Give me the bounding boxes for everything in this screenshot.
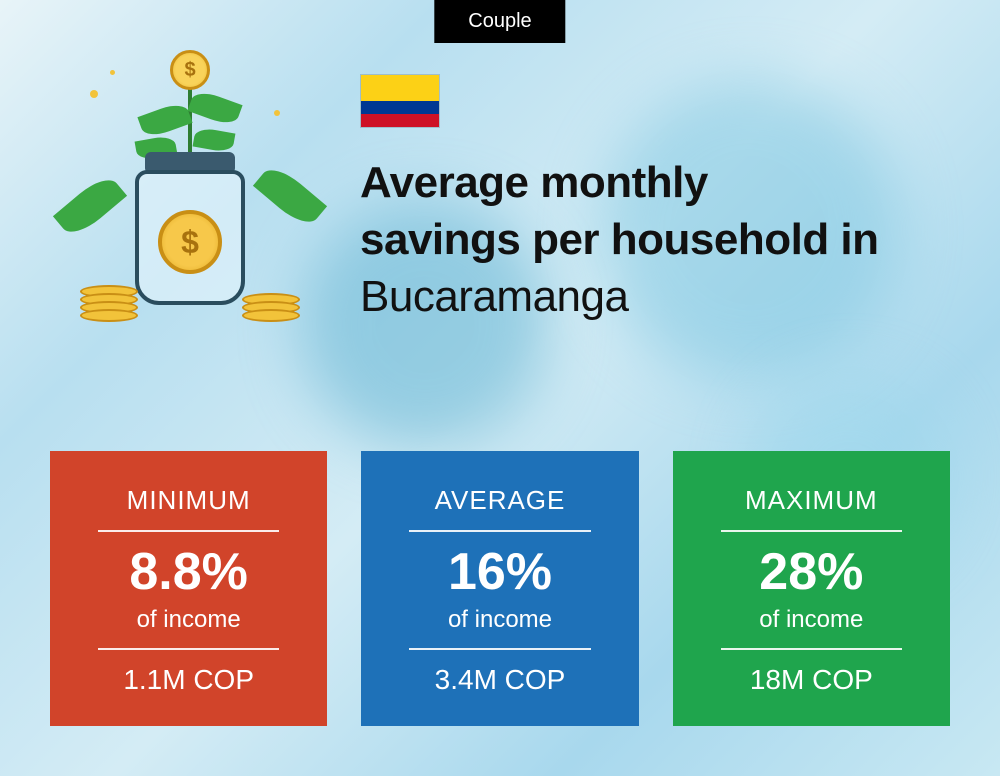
card-subtext: of income [759, 606, 863, 634]
hero-section: $ $ Average monthly savings per househol… [60, 60, 940, 340]
page-title: Average monthly savings per household in… [360, 154, 940, 326]
card-percent: 8.8% [129, 542, 248, 602]
divider [409, 530, 590, 532]
savings-jar-illustration: $ $ [60, 60, 320, 340]
flag-stripe-blue [361, 101, 439, 114]
coin-icon: $ [158, 210, 222, 274]
headline-line2: savings per household in [360, 215, 879, 264]
stat-cards-row: MINIMUM 8.8% of income 1.1M COP AVERAGE … [50, 451, 950, 726]
sparkle-icon [110, 70, 115, 75]
card-label: AVERAGE [435, 485, 566, 516]
card-subtext: of income [448, 606, 552, 634]
card-amount: 3.4M COP [435, 664, 566, 696]
card-percent: 28% [759, 542, 863, 602]
sparkle-icon [274, 110, 280, 116]
leaf-icon [253, 161, 327, 231]
card-label: MINIMUM [127, 485, 251, 516]
leaf-icon [193, 127, 236, 154]
stat-card-maximum: MAXIMUM 28% of income 18M COP [673, 451, 950, 726]
divider [721, 530, 902, 532]
headline-city: Bucaramanga [360, 272, 628, 321]
colombia-flag-icon [360, 74, 440, 128]
stat-card-average: AVERAGE 16% of income 3.4M COP [361, 451, 638, 726]
category-label: Couple [434, 0, 565, 43]
headline-line1: Average monthly [360, 158, 708, 207]
leaf-icon [187, 88, 242, 128]
sparkle-icon [90, 90, 98, 98]
coin-stack-icon [242, 298, 300, 322]
flag-stripe-yellow [361, 75, 439, 101]
coin-stack-icon [80, 290, 138, 322]
stat-card-minimum: MINIMUM 8.8% of income 1.1M COP [50, 451, 327, 726]
leaf-icon [137, 100, 192, 140]
card-subtext: of income [137, 606, 241, 634]
divider [409, 648, 590, 650]
divider [98, 648, 279, 650]
flag-stripe-red [361, 114, 439, 127]
card-amount: 18M COP [750, 664, 873, 696]
headline-area: Average monthly savings per household in… [360, 60, 940, 326]
coin-icon: $ [170, 50, 210, 90]
card-label: MAXIMUM [745, 485, 878, 516]
divider [721, 648, 902, 650]
card-amount: 1.1M COP [123, 664, 254, 696]
card-percent: 16% [448, 542, 552, 602]
leaf-icon [53, 171, 127, 241]
divider [98, 530, 279, 532]
